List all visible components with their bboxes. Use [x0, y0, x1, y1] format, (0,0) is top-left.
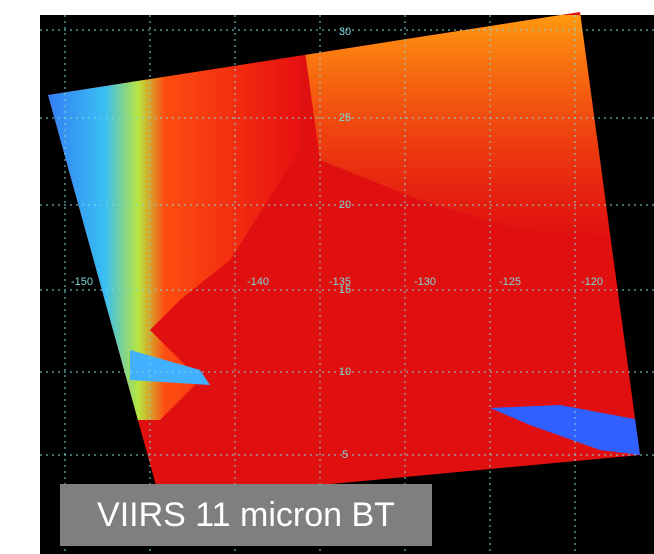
- latitude-label: 20: [339, 199, 351, 211]
- latitude-label: 30: [339, 26, 351, 38]
- longitude-label: -135: [329, 276, 351, 288]
- longitude-label: -140: [247, 276, 269, 288]
- page: 30252015105-150-140-135-130-125-120 VIIR…: [0, 0, 654, 554]
- longitude-label: -125: [499, 276, 521, 288]
- caption: VIIRS 11 micron BT: [60, 484, 432, 546]
- longitude-label: -130: [414, 276, 436, 288]
- longitude-label: -150: [71, 276, 93, 288]
- latitude-label: 25: [339, 112, 351, 124]
- satellite-image: 30252015105-150-140-135-130-125-120: [0, 0, 654, 554]
- latitude-label: 5: [342, 449, 348, 461]
- latitude-label: 10: [339, 366, 351, 378]
- longitude-label: -120: [581, 276, 603, 288]
